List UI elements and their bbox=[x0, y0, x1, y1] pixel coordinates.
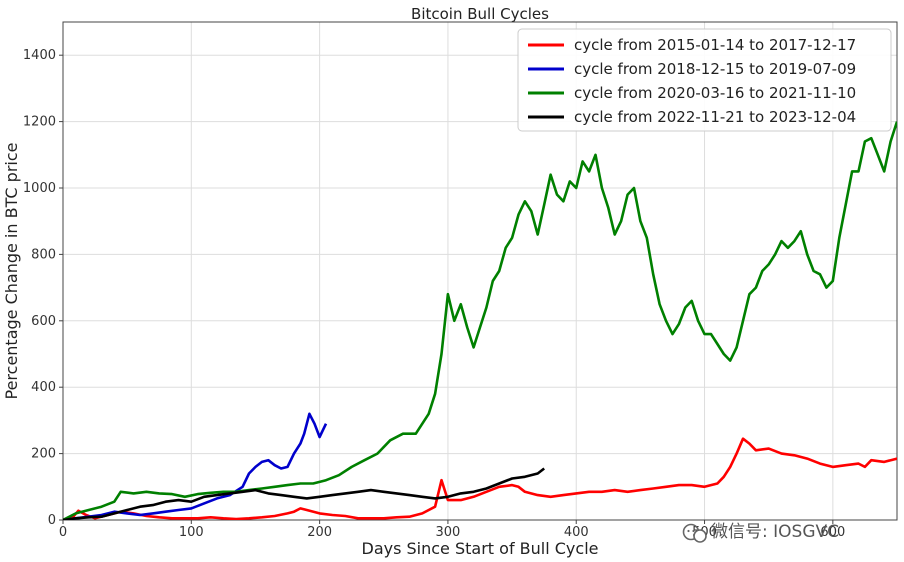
y-tick-label: 1400 bbox=[23, 48, 56, 63]
watermark: 微信号: IOSGVC bbox=[682, 522, 839, 543]
y-axis-label: Percentage Change in BTC price bbox=[2, 143, 21, 400]
x-tick-label: 0 bbox=[59, 525, 67, 540]
legend-entry-3: cycle from 2020-03-16 to 2021-11-10 bbox=[574, 84, 856, 102]
legend-entry-1: cycle from 2015-01-14 to 2017-12-17 bbox=[574, 36, 856, 54]
x-tick-label: 400 bbox=[564, 525, 589, 540]
y-tick-label: 800 bbox=[31, 247, 56, 262]
y-tick-label: 1200 bbox=[23, 115, 56, 130]
x-tick-label: 100 bbox=[179, 525, 204, 540]
watermark-text: 微信号: IOSGVC bbox=[711, 522, 839, 542]
x-tick-label: 600 bbox=[820, 525, 845, 540]
x-tick-label: 300 bbox=[436, 525, 461, 540]
y-tick-label: 400 bbox=[31, 380, 56, 395]
legend-entry-4: cycle from 2022-11-21 to 2023-12-04 bbox=[574, 108, 856, 126]
legend: cycle from 2015-01-14 to 2017-12-17 cycle… bbox=[517, 28, 892, 132]
y-axis: 0 200 400 600 800 1000 1200 1400 bbox=[23, 48, 63, 528]
legend-entry-2: cycle from 2018-12-15 to 2019-07-09 bbox=[574, 60, 856, 78]
plot-area bbox=[62, 21, 898, 521]
series-line-4 bbox=[63, 467, 545, 520]
y-tick-label: 1000 bbox=[23, 181, 56, 196]
series-layer bbox=[63, 121, 897, 520]
y-tick-label: 600 bbox=[31, 314, 56, 329]
x-axis-label: Days Since Start of Bull Cycle bbox=[362, 539, 599, 558]
series-line-2 bbox=[63, 412, 328, 520]
legend-box bbox=[517, 28, 892, 132]
series-line-3 bbox=[63, 121, 897, 520]
x-tick-label: 200 bbox=[307, 525, 332, 540]
y-tick-label: 200 bbox=[31, 447, 56, 462]
y-tick-label: 0 bbox=[48, 513, 56, 528]
wechat-icon bbox=[682, 523, 707, 543]
series-line-1 bbox=[63, 437, 897, 520]
chart-title: Bitcoin Bull Cycles bbox=[411, 5, 549, 23]
